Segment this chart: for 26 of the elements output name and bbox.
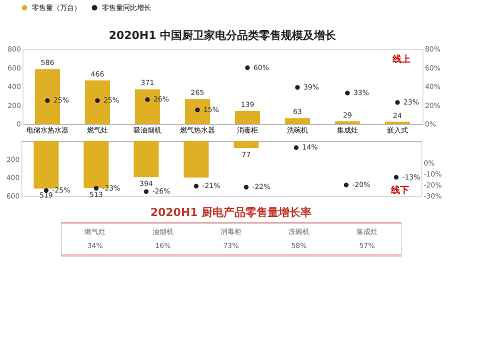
- point: [94, 186, 99, 191]
- bar: [334, 121, 360, 124]
- point: [95, 98, 100, 103]
- bar: [234, 110, 260, 124]
- bar: [134, 141, 159, 178]
- point: [344, 182, 349, 188]
- point: [295, 85, 300, 90]
- bar: [184, 141, 209, 178]
- annotation: 线上: [391, 54, 410, 65]
- point: [395, 100, 400, 105]
- bar: [34, 141, 59, 189]
- point: [244, 184, 249, 190]
- annotation: 线下: [390, 185, 410, 196]
- chart-title: 2020H1 中国厨卫家电分品类零售规模及增长: [108, 29, 338, 42]
- point: [245, 65, 250, 70]
- point: [194, 184, 199, 188]
- point: [394, 174, 399, 180]
- point: [345, 90, 350, 96]
- bar: [234, 141, 259, 148]
- point: [145, 97, 150, 102]
- point: [195, 108, 200, 112]
- point: [144, 189, 149, 194]
- bar: [284, 118, 310, 124]
- text: 2020H1 厨电产品零售量增长率: [150, 206, 312, 219]
- point: [294, 145, 299, 150]
- point: [45, 98, 50, 103]
